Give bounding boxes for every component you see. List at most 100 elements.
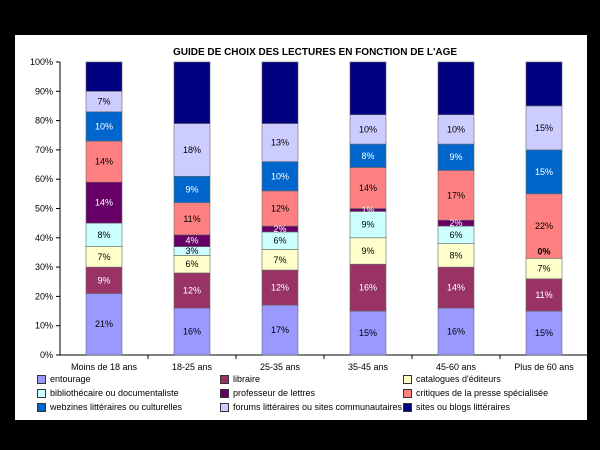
bar-data-label: 15% — [535, 123, 553, 133]
legend-label: bibliothécaire ou documentaliste — [50, 388, 179, 398]
bar-data-label: 17% — [447, 190, 465, 200]
bar-data-label: 15% — [535, 167, 553, 177]
bar-data-label: 10% — [271, 171, 289, 181]
legend-swatch — [37, 388, 46, 398]
legend-item: sites ou blogs littéraires — [403, 401, 510, 413]
legend-swatch — [220, 402, 229, 412]
bar-data-label: 21% — [95, 319, 113, 329]
legend-item: libraire — [220, 373, 260, 385]
bar-data-label: 16% — [447, 327, 465, 337]
bar-data-label: 8% — [361, 151, 374, 161]
legend-swatch — [403, 402, 412, 412]
bar-data-label: 2% — [449, 218, 462, 228]
bar-segment — [261, 123, 299, 162]
bar-data-label: 18% — [183, 145, 201, 155]
bar-segment — [173, 123, 211, 177]
bar-segment — [437, 114, 475, 145]
bar-data-label: 7% — [537, 264, 550, 274]
bar-segment — [437, 266, 475, 309]
y-tick-label: 10% — [35, 321, 53, 331]
bar-data-label: 14% — [359, 183, 377, 193]
bar-segment — [349, 263, 387, 312]
legend-swatch — [37, 402, 46, 412]
legend-label: forums littéraires ou sites communautair… — [233, 402, 403, 412]
bar-segment — [261, 161, 299, 192]
bar-data-label: 7% — [273, 255, 286, 265]
bar-data-label: 9% — [449, 152, 462, 162]
bar-segment — [525, 310, 563, 356]
bar-segment — [349, 211, 387, 239]
bar-segment — [437, 170, 475, 221]
bar-segment — [525, 105, 563, 151]
bar-data-label: 6% — [449, 230, 462, 240]
legend-item: entourage — [37, 373, 91, 385]
bar-data-label: 0% — [537, 246, 550, 256]
bar-segment — [525, 61, 563, 107]
bar-data-label: 10% — [95, 121, 113, 131]
bar-data-label: 6% — [273, 236, 286, 246]
legend-item: catalogues d'éditeurs — [403, 373, 501, 385]
bar-segment — [261, 190, 299, 227]
y-tick-label: 30% — [35, 262, 53, 272]
bar-data-label: 12% — [183, 286, 201, 296]
bar-segment — [261, 61, 299, 124]
legend-swatch — [403, 388, 412, 398]
x-category-label: Plus de 60 ans — [514, 362, 574, 372]
legend-label: sites ou blogs littéraires — [416, 402, 511, 412]
bar-segment — [173, 202, 211, 236]
bar-segment — [173, 272, 211, 309]
bar-data-label: 1% — [361, 205, 374, 215]
bar-data-label: 16% — [183, 327, 201, 337]
bar-segment — [173, 175, 211, 203]
bar-data-label: 9% — [97, 275, 110, 285]
chart-title: GUIDE DE CHOIX DES LECTURES EN FONCTION … — [173, 47, 457, 58]
x-category-label: 35-45 ans — [348, 362, 389, 372]
bar-data-label: 14% — [95, 198, 113, 208]
y-tick-label: 60% — [35, 174, 53, 184]
bar-segment — [261, 269, 299, 306]
x-category-label: 25-35 ans — [260, 362, 301, 372]
legend-item: critiques de la presse spécialisée — [403, 387, 548, 399]
legend-label: professeur de lettres — [233, 388, 316, 398]
bar-segment — [349, 167, 387, 209]
bar-data-label: 7% — [97, 252, 110, 262]
bar-segment — [437, 61, 475, 116]
legend-item: bibliothécaire ou documentaliste — [37, 387, 179, 399]
bar-segment — [437, 143, 475, 171]
y-tick-label: 70% — [35, 145, 53, 155]
legend-item: forums littéraires ou sites communautair… — [220, 401, 402, 413]
bar-data-label: 9% — [361, 246, 374, 256]
bar-segment — [349, 310, 387, 356]
bar-data-label: 9% — [361, 220, 374, 230]
legend-swatch — [220, 388, 229, 398]
bar-data-label: 17% — [271, 325, 289, 335]
y-tick-label: 80% — [35, 116, 53, 126]
bar-data-label: 14% — [447, 283, 465, 293]
bar-data-label: 10% — [359, 124, 377, 134]
bar-data-label: 14% — [95, 157, 113, 167]
bar-data-label: 8% — [449, 250, 462, 260]
bar-segment — [261, 304, 299, 356]
bar-segment — [85, 61, 123, 92]
legend-label: critiques de la presse spécialisée — [416, 388, 549, 398]
legend-label: entourage — [50, 374, 91, 384]
chart-legend: entourage libraire catalogues d'éditeurs bi… — [37, 373, 577, 418]
x-category-label: 45-60 ans — [436, 362, 477, 372]
x-category-label: 18-25 ans — [172, 362, 213, 372]
bar-data-label: 15% — [359, 328, 377, 338]
bar-segment — [525, 193, 563, 259]
legend-label: webzines littéraires ou culturelles — [50, 402, 183, 412]
bar-data-label: 11% — [183, 214, 200, 224]
bar-data-label: 13% — [271, 138, 289, 148]
bar-data-label: 11% — [535, 290, 552, 300]
y-tick-label: 90% — [35, 86, 53, 96]
chart-slide: GUIDE DE CHOIX DES LECTURES EN FONCTION … — [15, 35, 587, 420]
stacked-bar-chart: GUIDE DE CHOIX DES LECTURES EN FONCTION … — [30, 47, 587, 372]
bar-segment — [173, 61, 211, 124]
bar-data-label: 12% — [271, 204, 289, 214]
legend-swatch — [220, 374, 229, 384]
bar-segment — [349, 61, 387, 116]
legend-label: libraire — [233, 374, 261, 384]
y-tick-label: 0% — [40, 350, 53, 360]
y-tick-label: 20% — [35, 291, 53, 301]
